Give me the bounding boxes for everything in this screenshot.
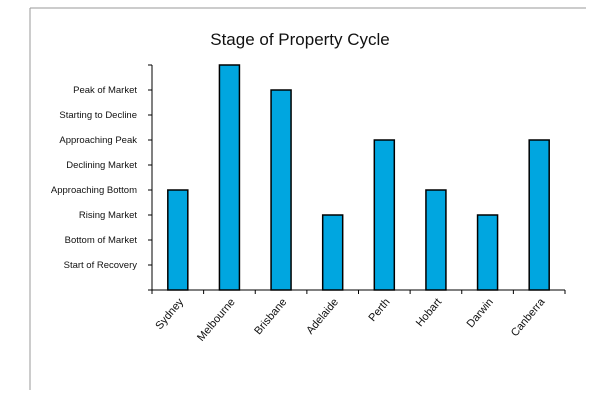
- bar-canberra: [528, 139, 550, 291]
- x-tick-label: Darwin: [465, 296, 496, 330]
- x-tick-label: Melbourne: [195, 296, 238, 344]
- y-tick-label: Start of Recovery: [64, 260, 138, 271]
- bar-hobart: [425, 189, 447, 291]
- y-tick-label: Rising Market: [79, 210, 137, 221]
- y-tick-label: Declining Market: [66, 160, 137, 171]
- bar-brisbane: [270, 89, 292, 291]
- x-tick-label: Brisbane: [252, 296, 289, 337]
- bar-adelaide: [321, 214, 344, 291]
- y-tick-label: Bottom of Market: [65, 235, 138, 246]
- x-tick-label: Canberra: [509, 296, 548, 340]
- y-tick-label: Peak of Market: [73, 85, 137, 96]
- bar-darwin: [476, 214, 499, 291]
- x-tick-label: Sydney: [153, 296, 186, 332]
- bar-sydney: [167, 189, 189, 291]
- bar-perth: [373, 139, 396, 291]
- y-tick-label: Approaching Bottom: [51, 185, 137, 196]
- y-tick-label: Starting to Decline: [59, 110, 137, 121]
- y-tick-label: Approaching Peak: [59, 135, 137, 146]
- bar-melbourne: [218, 64, 241, 291]
- chart-title: Stage of Property Cycle: [210, 30, 390, 49]
- x-tick-label: Hobart: [414, 296, 444, 329]
- x-tick-label: Perth: [367, 296, 393, 324]
- x-tick-label: Adelaide: [304, 296, 341, 337]
